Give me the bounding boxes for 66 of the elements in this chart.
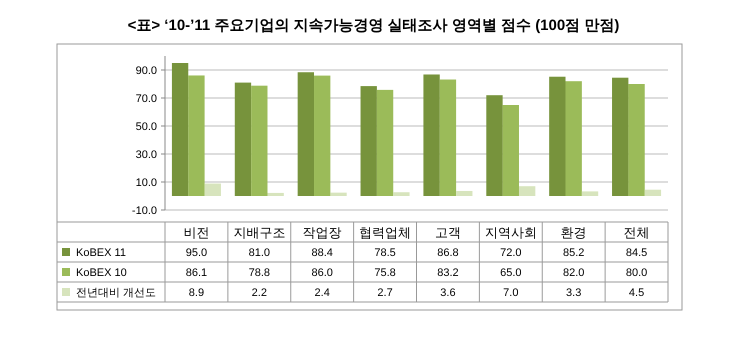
bar [251,86,268,196]
data-label: 81.0 [248,247,270,259]
bar [612,78,628,196]
bar [360,86,377,196]
data-label: 85.2 [562,247,584,259]
bar [172,63,188,196]
bar [204,184,221,196]
data-label: 2.7 [377,287,393,299]
legend-label: 전년대비 개선도 [76,287,156,299]
y-tick-label: 10.0 [136,177,157,189]
bar [456,190,472,196]
bar [644,190,662,196]
bar [330,192,347,196]
bar [234,82,252,196]
bar [549,76,566,196]
data-label: 2.4 [314,287,330,299]
bar [628,84,645,196]
bar [267,192,284,196]
data-label: 3.6 [440,287,456,299]
data-label: 8.9 [188,287,204,299]
bar [502,105,519,196]
x-tick-label: 지역사회 [484,225,537,240]
x-tick-label: 지배구조 [233,225,286,240]
bar [582,191,598,196]
data-label: 86.8 [437,247,459,259]
y-tick-label: 30.0 [136,149,157,161]
bar [423,74,440,196]
data-label: 82.0 [562,267,584,279]
bar [440,80,456,196]
data-label: 3.3 [566,287,582,299]
data-label: 86.0 [311,267,333,279]
chart-title: <표> ‘10-’11 주요기업의 지속가능경영 실태조사 영역별 점수 (100점 만점) [128,17,620,34]
legend-label: KoBEX 11 [76,247,126,259]
bar [188,75,205,196]
bar [314,76,330,196]
bar [518,186,536,196]
x-tick-label: 협력업체 [359,225,412,240]
data-label: 4.5 [628,287,644,299]
data-label: 78.8 [248,267,270,279]
data-label: 86.1 [186,267,208,279]
data-label: 72.0 [500,247,522,259]
y-tick-label: 50.0 [136,121,157,133]
bar [376,90,394,196]
bar [566,81,582,196]
bar [486,95,503,196]
bar [393,192,410,196]
data-label: 88.4 [311,247,333,259]
data-label: 84.5 [626,247,648,259]
data-label: 75.8 [374,267,396,279]
data-label: 83.2 [437,267,459,279]
data-label: 78.5 [374,247,396,259]
x-tick-label: 전체 [624,225,650,240]
data-label: 95.0 [186,247,208,259]
x-tick-label: 비전 [183,225,210,240]
data-label: 7.0 [503,287,518,299]
data-label: 2.2 [252,287,267,299]
x-tick-label: 작업장 [302,225,342,240]
bar [298,72,314,196]
y-tick-label: -10.0 [132,205,157,217]
y-tick-label: 70.0 [136,93,157,105]
data-label: 65.0 [500,267,522,279]
data-label: 80.0 [626,267,648,279]
y-tick-label: 90.0 [136,65,157,77]
x-tick-label: 환경 [560,225,587,240]
legend-label: KoBEX 10 [76,267,127,279]
x-tick-label: 고객 [434,225,461,240]
